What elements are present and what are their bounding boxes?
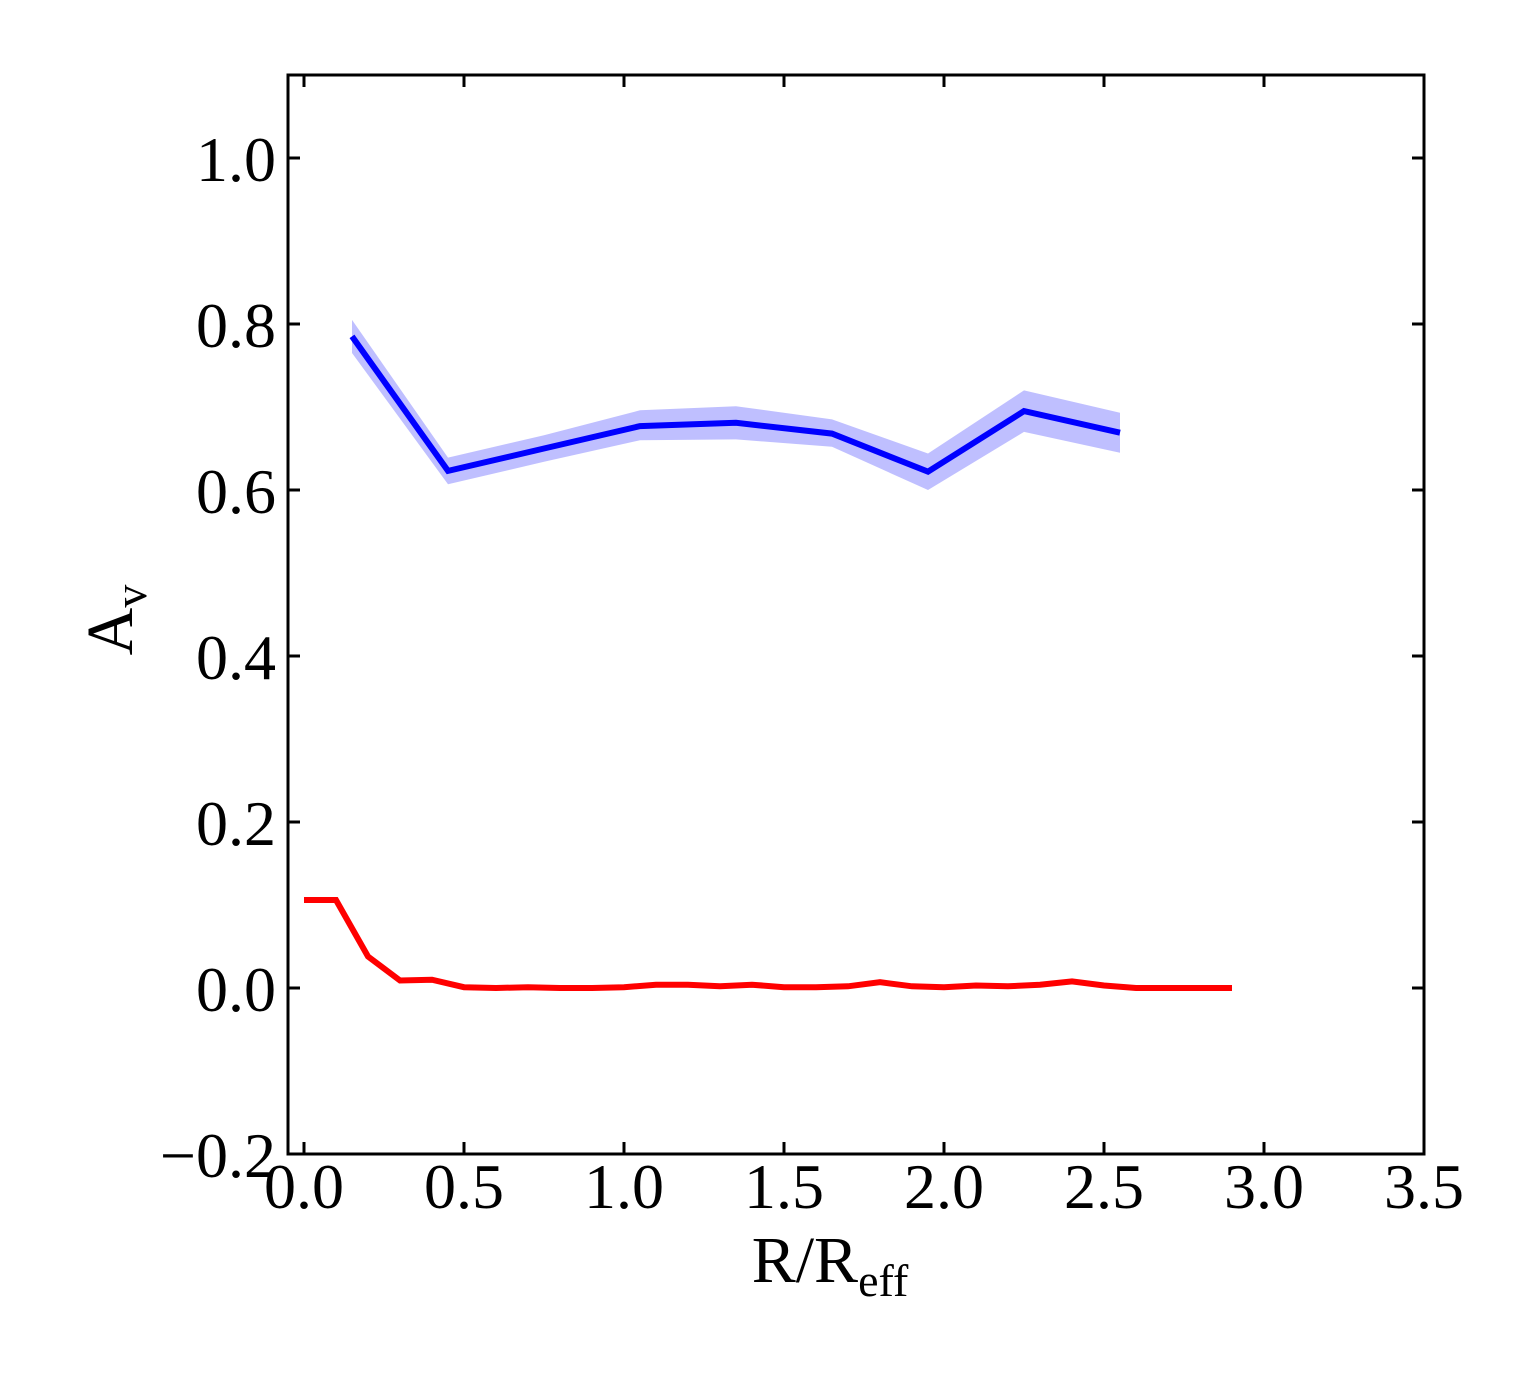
x-tick-label-6: 3.0 (1224, 1151, 1304, 1222)
x-tick-label-4: 2.0 (904, 1151, 984, 1222)
x-tick-label-5: 2.5 (1064, 1151, 1144, 1222)
y-axis-label-subscript: v (105, 585, 156, 608)
y-tick-label-1: 0.0 (196, 954, 276, 1025)
x-tick-label-3: 1.5 (744, 1151, 824, 1222)
y-axis-label-main: A (74, 607, 147, 655)
series-1-line (304, 900, 1232, 988)
x-tick-label-7: 3.5 (1384, 1151, 1464, 1222)
x-tick-label-0: 0.0 (264, 1151, 344, 1222)
y-axis-label: Av (74, 585, 156, 656)
y-tick-label-4: 0.6 (196, 456, 276, 527)
plot-area (304, 320, 1232, 988)
x-tick-label-2: 1.0 (584, 1151, 664, 1222)
y-tick-label-6: 1.0 (196, 124, 276, 195)
y-tick-label-0: −0.2 (160, 1120, 276, 1191)
x-axis-label-main: R/R (752, 1224, 858, 1297)
x-tick-label-1: 0.5 (424, 1151, 504, 1222)
x-axis-label-subscript: eff (858, 1255, 909, 1306)
x-axis-label: R/Reff (752, 1224, 909, 1306)
y-tick-label-3: 0.4 (196, 622, 276, 693)
plot-frame (288, 75, 1424, 1154)
y-tick-label-2: 0.2 (196, 788, 276, 859)
y-tick-label-5: 0.8 (196, 290, 276, 361)
